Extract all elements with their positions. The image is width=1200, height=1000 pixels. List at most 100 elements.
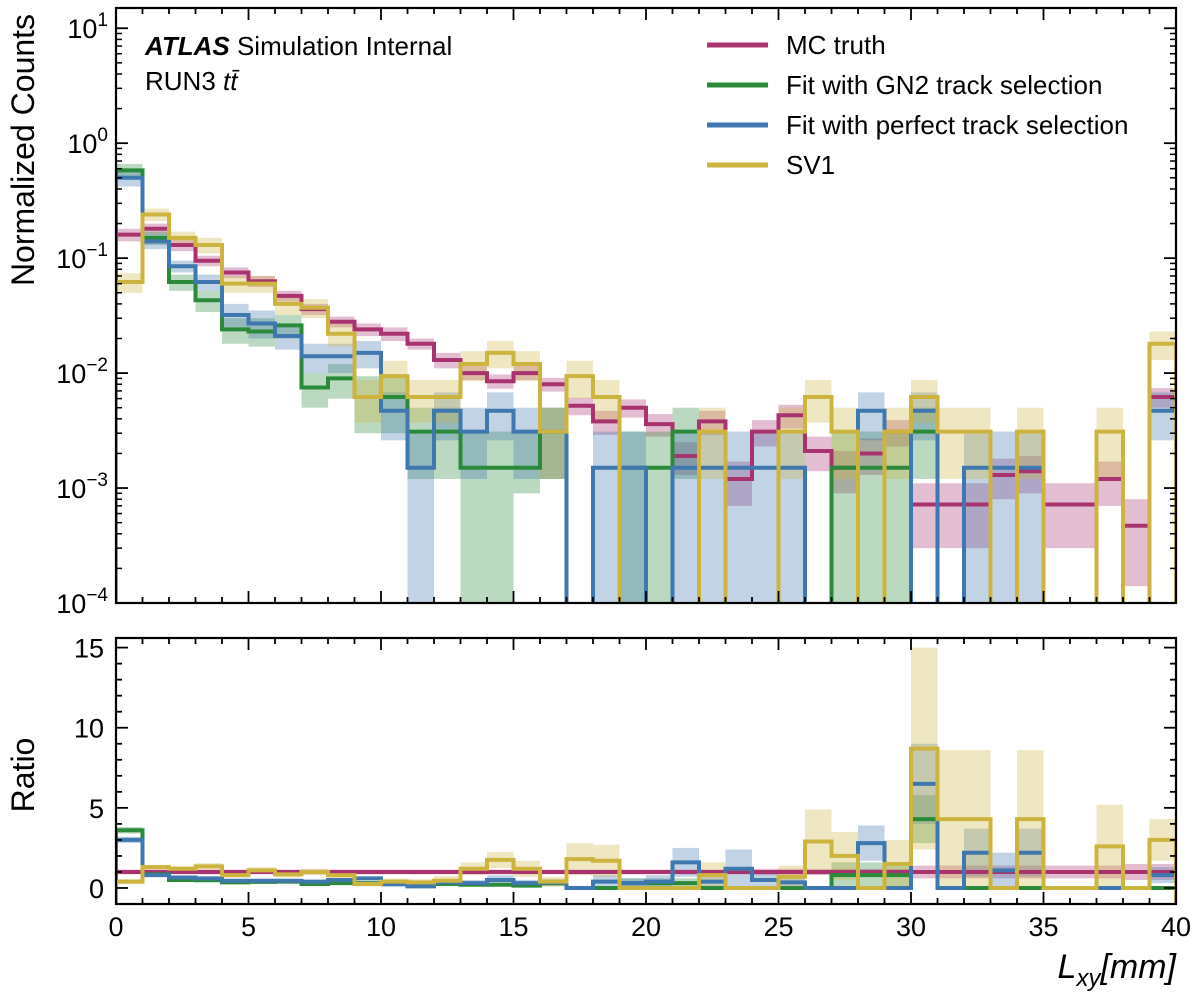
x-tick-label: 15 [498,912,528,942]
fit-with-gn2-track-selection-band-bin-9 [354,376,381,434]
fit-with-perfect-track-selection-band-bin-10 [381,392,408,441]
y-axis-title-ratio: Ratio [5,738,41,813]
mc-truth-band-bin-30 [911,483,938,549]
x-tick-label: 20 [631,912,661,942]
fit-with-gn2-track-selection-band-bin-8 [328,363,355,399]
sv1-band-bin-18 [593,380,620,423]
fit-with-perfect-track-selection-band-bin-11 [407,431,434,603]
y-axis-title-top: Normalized Counts [5,14,41,286]
mc-truth-band-bin-32 [964,483,991,549]
x-axis-title-unit: [mm] [1099,948,1177,986]
mc-truth-band-bin-33 [990,458,1017,500]
fit-with-gn2-track-selection-band-bin-27 [831,431,858,603]
fit-with-perfect-track-selection-band-bin-34 [1017,431,1044,603]
run-name: RUN3 [145,66,223,96]
x-axis-title: Lxy[mm] [1058,948,1178,992]
ratio-tick-label: 0 [89,874,104,904]
sv1-band-bin-15 [513,351,540,382]
atlas-experiment: ATLAS [144,31,230,61]
y-tick-label: 101 [67,10,108,44]
mc-truth-band-bin-35 [1043,483,1070,549]
atlas-status: Simulation Internal [230,31,453,61]
axis-tick-labels: 0 5 10 15 20 25 30 35 40 10−4 10−3 10−2 10−1 100 101 0 5… [56,10,1191,942]
ratio-tick-label: 5 [89,794,104,824]
fit-with-perfect-track-selection-band-bin-32 [964,431,991,603]
sv1-band-bin-31 [937,407,964,479]
fit-with-perfect-track-selection-band-bin-18 [593,431,620,603]
fit-with-gn2-track-selection-band-bin-13 [460,431,487,603]
legend-label-sv1: SV1 [786,150,835,180]
mc-truth-band-bin-36 [1070,483,1097,549]
atlas-label: ATLAS Simulation Internal [144,31,452,61]
fit-with-gn2-track-selection-band-bin-19 [619,431,646,603]
sv1-band-bin-12 [434,380,461,423]
ratio-series-lines [116,746,1176,904]
sv1-band-bin-9 [354,380,381,423]
sv1-band-bin-11 [407,380,434,423]
y-tick-label: 10−4 [56,585,108,619]
sv1-band-bin-13 [460,351,487,382]
y-tick-label: 10−2 [56,355,108,389]
x-tick-label: 30 [896,912,926,942]
fit-with-perfect-track-selection-line [116,175,1176,603]
fit-with-perfect-track-selection-band-bin-8 [328,343,355,374]
x-axis-title-main: L [1058,948,1077,986]
run-label: RUN3 tt̄ [145,66,240,96]
mc-truth-band-bin-37 [1096,461,1123,506]
top-series-lines [116,168,1176,603]
mc-truth-band-bin-27 [831,451,858,494]
sv1-band-bin-17 [566,360,593,399]
sv1-band-bin-16 [540,407,567,479]
sv1-band-bin-26 [805,380,832,423]
legend: MC truth Fit with GN2 track selection Fit … [707,30,1128,180]
sv1-band-bin-37 [1096,407,1123,479]
fit-with-perfect-track-selection-band-bin-22 [699,431,726,603]
sv1-band-bin-10 [381,360,408,399]
sv1-ratio-line [116,746,1176,904]
x-tick-label: 35 [1028,912,1058,942]
fit-with-gn2-track-selection-band-bin-20 [646,431,673,603]
fit-with-gn2-track-selection-band-bin-29 [884,431,911,603]
fit-with-gn2-track-selection-band-bin-12 [434,407,461,479]
mc-truth-band-bin-38 [1123,499,1150,587]
legend-label-fit-with-perfect-track-selection: Fit with perfect track selection [786,110,1128,140]
sv1-line [116,212,1176,603]
sv1-band-bin-39 [1149,331,1176,360]
fit-with-gn2-track-selection-band-bin-7 [301,373,328,408]
sv1-band-bin-30 [911,380,938,423]
y-tick-label: 100 [67,125,108,159]
fit-with-perfect-track-selection-ratio-line [116,781,1176,904]
fit-with-gn2-track-selection-band-bin-28 [858,431,885,603]
fit-with-perfect-track-selection-band-bin-25 [778,431,805,603]
axis-ticks [115,8,1177,904]
process-name: tt̄ [223,66,240,96]
fit-with-gn2-track-selection-band-bin-14 [487,431,514,603]
fit-with-perfect-track-selection-band-bin-24 [752,431,779,603]
mc-truth-band-bin-34 [1017,456,1044,494]
fit-with-gn2-track-selection-band-bin-10 [381,376,408,434]
fit-with-perfect-track-selection-band-bin-39 [1149,392,1176,441]
fit-with-perfect-track-selection-band-bin-23 [725,431,752,603]
legend-label-mc-truth: MC truth [786,30,886,60]
fit-with-perfect-track-selection-band-bin-28 [858,392,885,441]
x-axis-title-sub: xy [1075,965,1102,992]
fit-with-perfect-track-selection-band-bin-16 [540,407,567,479]
ratio-tick-label: 15 [74,634,104,664]
y-tick-label: 10−3 [56,470,108,504]
fit-with-perfect-track-selection-band-bin-14 [487,392,514,441]
x-tick-label: 40 [1161,912,1191,942]
fit-with-gn2-track-selection-band-bin-15 [513,431,540,494]
fit-with-perfect-track-selection-band-bin-21 [672,431,699,603]
mc-truth-band-bin-31 [937,483,964,549]
legend-label-fit-with-gn2-track-selection: Fit with GN2 track selection [786,70,1102,100]
x-tick-label: 0 [108,912,123,942]
x-tick-label: 25 [763,912,793,942]
fit-with-perfect-track-selection-band-bin-33 [990,431,1017,603]
x-tick-label: 10 [366,912,396,942]
x-tick-label: 5 [241,912,256,942]
fit-with-gn2-track-selection-band-bin-16 [540,407,567,479]
fit-with-perfect-track-selection-band-bin-19 [619,431,646,603]
mc-truth-band-bin-26 [805,436,832,472]
y-tick-label: 10−1 [56,240,108,274]
